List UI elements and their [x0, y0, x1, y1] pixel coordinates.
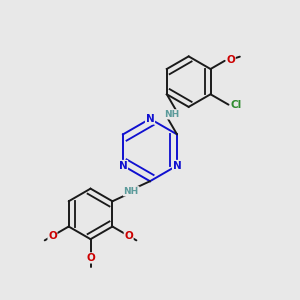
Text: NH: NH: [164, 110, 179, 119]
Text: N: N: [118, 160, 127, 171]
Text: N: N: [173, 160, 182, 171]
Text: O: O: [124, 231, 133, 241]
Text: Cl: Cl: [230, 100, 241, 110]
Text: N: N: [146, 114, 154, 124]
Text: NH: NH: [124, 187, 139, 196]
Text: O: O: [86, 253, 95, 263]
Text: O: O: [226, 55, 235, 65]
Text: O: O: [48, 231, 57, 241]
